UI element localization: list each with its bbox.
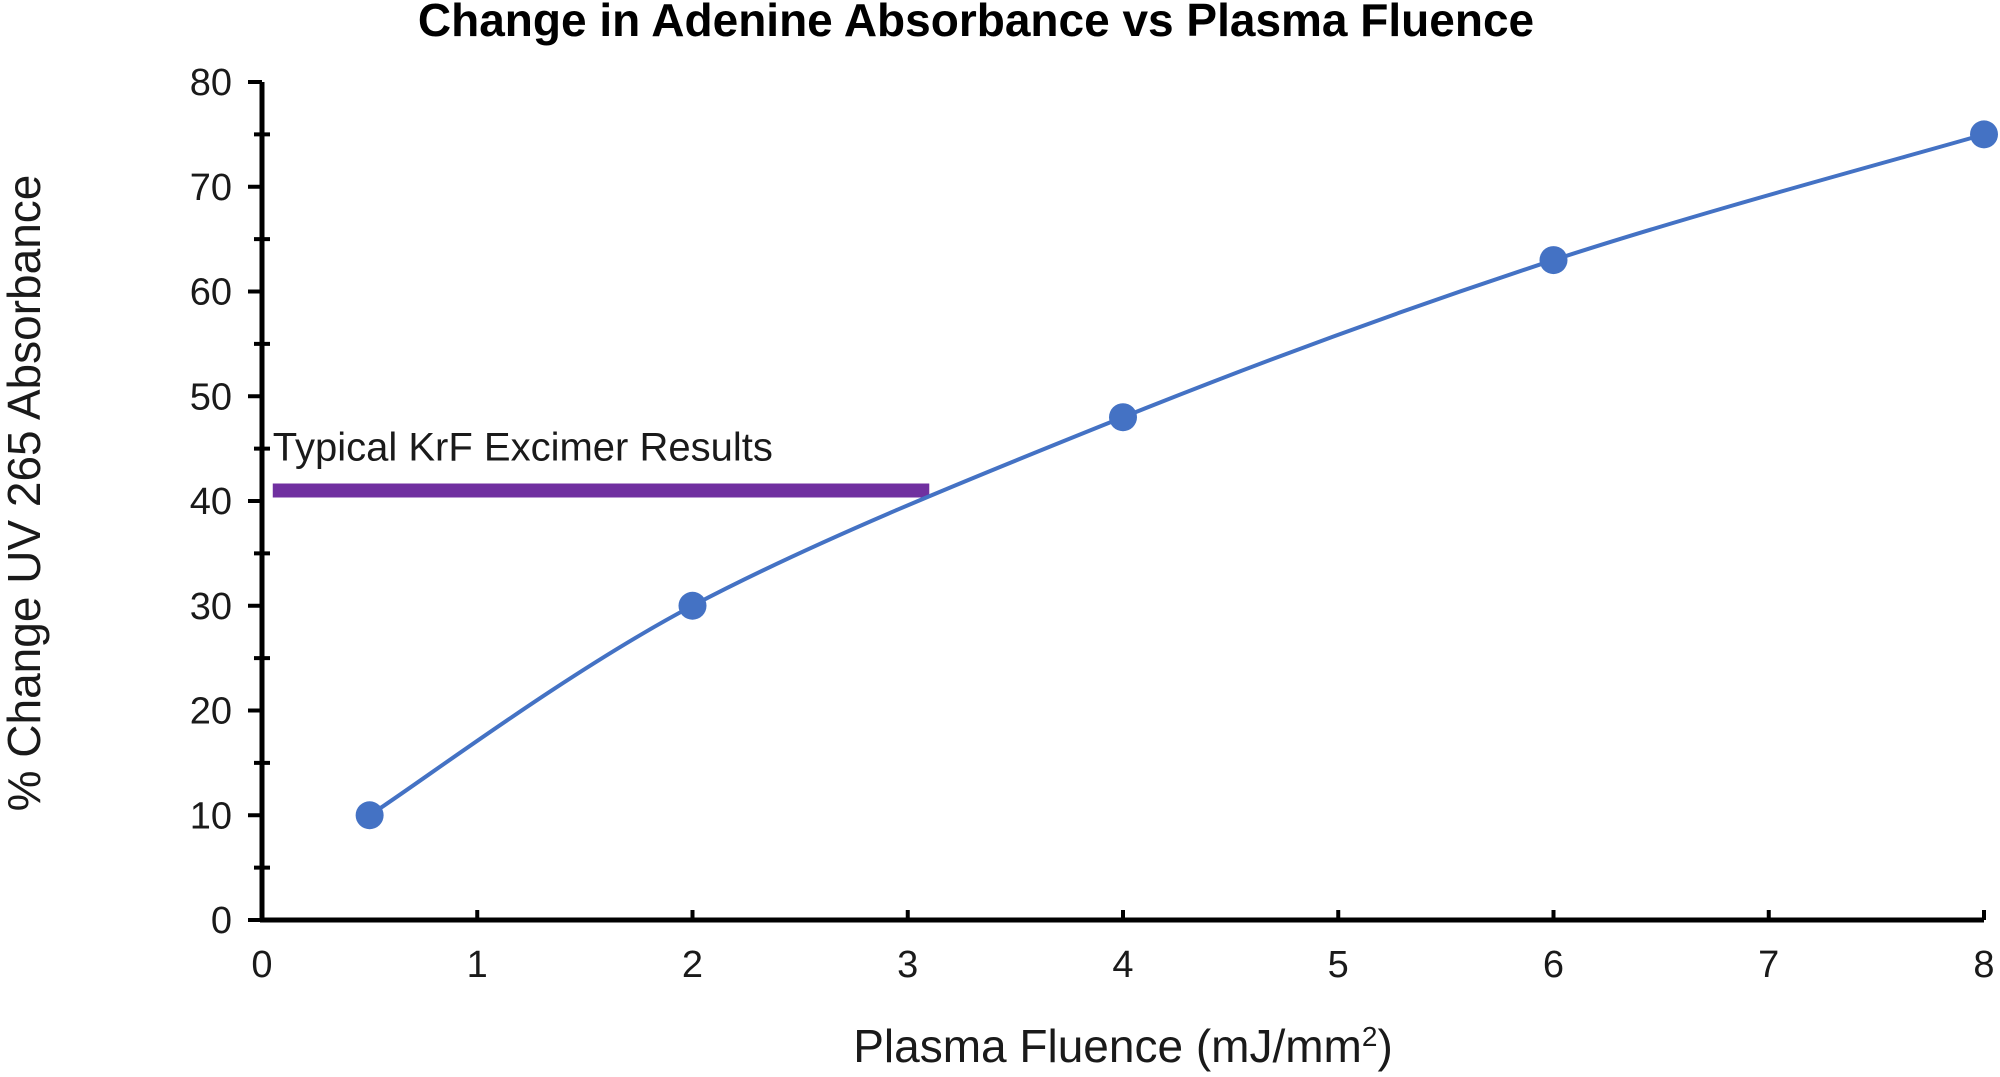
x-axis-label-suffix: ): [1377, 1020, 1392, 1072]
x-tick-label: 8: [1973, 944, 1994, 986]
series-layer: [355, 120, 1998, 830]
x-tick-label: 3: [897, 944, 918, 986]
chart-title: Change in Adenine Absorbance vs Plasma F…: [418, 0, 1534, 46]
data-point: [1109, 403, 1137, 432]
x-ticks: 0 1 2 3 4 5 6 7 8: [251, 910, 1995, 986]
x-axis-label: Plasma Fluence (mJ/mm2): [853, 1020, 1393, 1072]
y-tick-label: 20: [190, 691, 232, 733]
y-tick-label: 10: [190, 795, 232, 837]
x-tick-label: 4: [1112, 944, 1133, 986]
annotations: Typical KrF Excimer Results: [272, 426, 930, 498]
y-axis-label-group: % Change UV 265 Absorbance: [0, 175, 50, 812]
series-line: [368, 132, 1985, 817]
annotation-label: Typical KrF Excimer Results: [273, 426, 773, 470]
y-tick-label: 30: [190, 586, 232, 628]
x-tick-label: 5: [1328, 944, 1349, 986]
x-axis-label-superscript: 2: [1362, 1021, 1378, 1052]
x-tick-label: 0: [251, 944, 272, 986]
y-tick-label: 40: [190, 481, 232, 523]
x-tick-label: 6: [1543, 944, 1564, 986]
y-tick-label: 60: [190, 272, 232, 314]
y-tick-label: 70: [190, 167, 232, 209]
y-axis-label: % Change UV 265 Absorbance: [0, 175, 50, 812]
y-tick-label: 50: [190, 376, 232, 418]
data-point: [1539, 246, 1568, 275]
x-tick-label: 1: [467, 944, 488, 986]
x-tick-label: 2: [682, 944, 703, 986]
y-tick-label: 0: [211, 900, 232, 942]
data-point: [1970, 120, 1998, 149]
data-point: [355, 801, 384, 830]
y-tick-label: 80: [190, 62, 232, 104]
data-point: [678, 591, 707, 620]
x-axis-label-main: Plasma Fluence (mJ/mm: [853, 1020, 1362, 1072]
x-tick-label: 7: [1758, 944, 1779, 986]
y-ticks: 0 10 20 30 40 50 60 70 80: [190, 62, 270, 942]
